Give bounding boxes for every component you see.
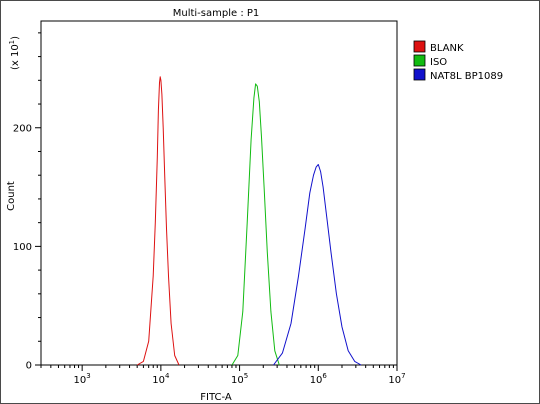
chart-title: Multi-sample : P1 <box>173 8 260 19</box>
svg-text:(x 101): (x 101) <box>8 36 21 70</box>
legend: BLANK ISO NAT8L BP1089 <box>413 40 503 82</box>
x-tick-label: 104 <box>152 372 170 386</box>
legend-label: BLANK <box>430 43 464 54</box>
x-tick-label: 105 <box>231 372 248 386</box>
plot-frame <box>40 20 398 366</box>
plot-area: 103 104 105 106 107 0 100 200 <box>13 20 406 386</box>
legend-label: NAT8L BP1089 <box>430 71 503 82</box>
y-tick-label: 0 <box>26 361 32 372</box>
x-tick-label: 106 <box>310 372 328 386</box>
y-tick-label: 100 <box>13 242 32 253</box>
series-line-nat8l-bp1089 <box>273 164 362 366</box>
legend-label: ISO <box>430 57 447 68</box>
y-multiplier-exponent: 1 <box>8 40 16 44</box>
legend-swatch <box>413 68 426 81</box>
x-tick-label: 107 <box>388 372 405 386</box>
y-tick-label: 200 <box>13 123 32 134</box>
x-tick-label: 103 <box>74 372 91 386</box>
series-line-blank <box>136 76 180 366</box>
y-multiplier-label: (x 10 <box>10 44 21 70</box>
legend-swatch <box>413 54 426 67</box>
y-axis-label: Count <box>6 181 17 211</box>
x-axis-label: FITC-A <box>200 392 232 403</box>
series-line-iso <box>231 83 280 366</box>
legend-swatch <box>413 40 426 53</box>
y-multiplier: (x 101) <box>8 36 21 70</box>
